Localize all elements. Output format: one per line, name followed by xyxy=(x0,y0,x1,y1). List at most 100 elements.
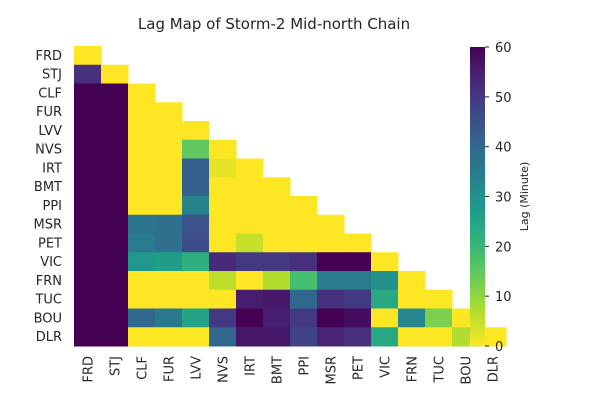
heatmap-cell-PPI-LVV xyxy=(182,196,210,216)
heatmap-cell-TUC-FRD xyxy=(74,289,102,309)
x-tick-label-BOU: BOU xyxy=(460,356,475,384)
y-tick-label-VIC: VIC xyxy=(40,255,62,270)
heatmap-cell-PET-CLF xyxy=(128,233,156,253)
y-tick-label-IRT: IRT xyxy=(42,161,62,176)
y-tick-label-DLR: DLR xyxy=(36,330,62,345)
heatmap-cell-VIC-STJ xyxy=(101,252,129,272)
heatmap-cell-BOU-FRD xyxy=(74,308,102,328)
heatmap-cell-TUC-FRN xyxy=(398,289,426,309)
heatmap-cell-NVS-NVS xyxy=(209,139,237,159)
colorbar-tick-label-60: 60 xyxy=(495,41,512,56)
heatmap-cell-FRN-STJ xyxy=(101,271,129,291)
heatmap-cell-VIC-VIC xyxy=(371,252,399,272)
y-tick-label-TUC: TUC xyxy=(34,293,62,308)
heatmap-cell-BMT-FUR xyxy=(155,177,183,197)
heatmap-cell-DLR-PET xyxy=(344,327,372,347)
heatmap-cell-FRN-CLF xyxy=(128,271,156,291)
heatmap-cell-TUC-STJ xyxy=(101,289,129,309)
heatmap-cell-VIC-FUR xyxy=(155,252,183,272)
heatmap-cell-LVV-LVV xyxy=(182,121,210,141)
heatmap-cell-MSR-BMT xyxy=(263,214,291,234)
x-tick-label-FRD: FRD xyxy=(82,356,97,383)
heatmap-cell-DLR-STJ xyxy=(101,327,129,347)
heatmap-cell-FRD-FRD xyxy=(74,46,102,66)
heatmap-cell-PET-LVV xyxy=(182,233,210,253)
heatmap-cell-NVS-STJ xyxy=(101,139,129,159)
x-tick-label-MSR: MSR xyxy=(325,356,340,385)
heatmap-cell-VIC-FRD xyxy=(74,252,102,272)
heatmap-cell-NVS-CLF xyxy=(128,139,156,159)
heatmap-cell-FUR-FRD xyxy=(74,102,102,122)
x-tick-label-BMT: BMT xyxy=(271,356,286,384)
heatmap-cell-BOU-TUC xyxy=(425,308,453,328)
heatmap-cell-PET-STJ xyxy=(101,233,129,253)
heatmap-cell-MSR-FUR xyxy=(155,214,183,234)
heatmap-cell-DLR-IRT xyxy=(236,327,264,347)
heatmap-cell-TUC-BMT xyxy=(263,289,291,309)
x-tick-label-DLR: DLR xyxy=(487,356,502,382)
heatmap-cell-BOU-FRN xyxy=(398,308,426,328)
heatmap-cell-IRT-STJ xyxy=(101,158,129,178)
heatmap-cell-LVV-CLF xyxy=(128,121,156,141)
heatmap-cell-PPI-NVS xyxy=(209,196,237,216)
colorbar-tick-label-40: 40 xyxy=(495,141,512,156)
x-tick-label-TUC: TUC xyxy=(433,356,448,384)
heatmap-cell-TUC-MSR xyxy=(317,289,345,309)
heatmap-cell-VIC-BMT xyxy=(263,252,291,272)
heatmap-cell-PET-IRT xyxy=(236,233,264,253)
heatmap-cell-PET-FUR xyxy=(155,233,183,253)
heatmap-cell-PET-PET xyxy=(344,233,372,253)
heatmap-cell-PPI-FRD xyxy=(74,196,102,216)
heatmap-cell-BOU-BMT xyxy=(263,308,291,328)
heatmap-cell-FRN-MSR xyxy=(317,271,345,291)
heatmap-cell-MSR-NVS xyxy=(209,214,237,234)
x-tick-label-NVS: NVS xyxy=(217,356,232,383)
heatmap-cell-DLR-BMT xyxy=(263,327,291,347)
heatmap-cell-TUC-NVS xyxy=(209,289,237,309)
heatmap-cell-TUC-VIC xyxy=(371,289,399,309)
heatmap-cell-BOU-CLF xyxy=(128,308,156,328)
x-tick-label-CLF: CLF xyxy=(136,356,151,380)
heatmap-cell-BOU-PET xyxy=(344,308,372,328)
heatmap-cell-FRN-VIC xyxy=(371,271,399,291)
heatmap-cell-FRN-FUR xyxy=(155,271,183,291)
heatmap-cell-PPI-BMT xyxy=(263,196,291,216)
heatmap-cell-TUC-PET xyxy=(344,289,372,309)
heatmap-cell-VIC-PPI xyxy=(290,252,318,272)
heatmap-cell-TUC-TUC xyxy=(425,289,453,309)
heatmap-cell-DLR-PPI xyxy=(290,327,318,347)
heatmap-cell-PET-NVS xyxy=(209,233,237,253)
x-tick-label-VIC: VIC xyxy=(379,356,394,378)
heatmap-cell-VIC-CLF xyxy=(128,252,156,272)
heatmap-cell-BMT-NVS xyxy=(209,177,237,197)
heatmap-cell-IRT-CLF xyxy=(128,158,156,178)
y-tick-label-BMT: BMT xyxy=(34,180,62,195)
heatmap-cell-DLR-FRN xyxy=(398,327,426,347)
heatmap-cell-MSR-MSR xyxy=(317,214,345,234)
colorbar-tick-label-0: 0 xyxy=(495,340,503,355)
heatmap-cell-TUC-FUR xyxy=(155,289,183,309)
colorbar-tick-label-50: 50 xyxy=(495,91,512,106)
heatmap-cell-BOU-STJ xyxy=(101,308,129,328)
heatmap-cell-LVV-FUR xyxy=(155,121,183,141)
heatmap-cell-BOU-FUR xyxy=(155,308,183,328)
heatmap-cell-VIC-PET xyxy=(344,252,372,272)
heatmap-cell-DLR-DLR xyxy=(479,327,507,347)
heatmap-cell-CLF-CLF xyxy=(128,83,156,103)
heatmap-cell-FRN-PET xyxy=(344,271,372,291)
heatmap-cell-VIC-IRT xyxy=(236,252,264,272)
heatmap-cell-BOU-NVS xyxy=(209,308,237,328)
heatmap-cell-DLR-FRD xyxy=(74,327,102,347)
y-tick-label-LVV: LVV xyxy=(38,124,62,139)
heatmap-cell-DLR-VIC xyxy=(371,327,399,347)
heatmap-cell-PPI-CLF xyxy=(128,196,156,216)
heatmap-cell-FRN-LVV xyxy=(182,271,210,291)
heatmap-cell-TUC-IRT xyxy=(236,289,264,309)
heatmap-cell-BOU-VIC xyxy=(371,308,399,328)
heatmap-cell-LVV-FRD xyxy=(74,121,102,141)
y-tick-label-PET: PET xyxy=(38,236,62,251)
heatmap-cell-BOU-IRT xyxy=(236,308,264,328)
colorbar xyxy=(470,47,485,346)
colorbar-tick-label-10: 10 xyxy=(495,290,512,305)
